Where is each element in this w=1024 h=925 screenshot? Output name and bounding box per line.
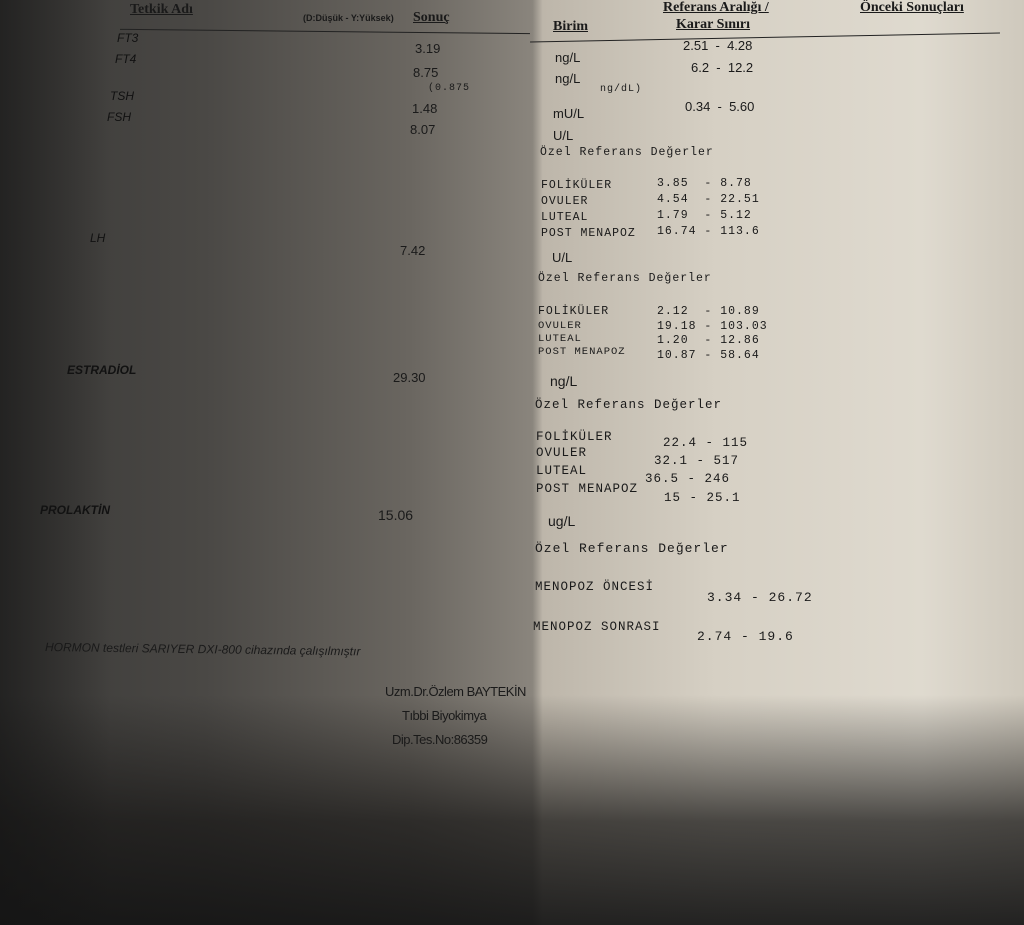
test-result: 8.07 bbox=[410, 122, 436, 137]
test-unit: U/L bbox=[553, 128, 574, 143]
reference-range: 0.34 - 5.60 bbox=[685, 99, 755, 114]
ref-range: 16.74 - 113.6 bbox=[657, 225, 760, 238]
test-name: ESTRADİOL bbox=[67, 363, 137, 377]
test-name: PROLAKTİN bbox=[40, 503, 110, 517]
test-result: 3.19 bbox=[415, 41, 441, 56]
ref-range: 3.85 - 8.78 bbox=[657, 177, 752, 190]
test-name: FT4 bbox=[115, 52, 137, 66]
photo-shadow-left bbox=[0, 0, 110, 925]
special-ref-title: Özel Referans Değerler bbox=[535, 541, 729, 556]
device-note: HORMON testleri SARIYER DXI-800 cihazınd… bbox=[44, 640, 361, 659]
ref-phase: POST MENAPOZ bbox=[538, 346, 626, 358]
ref-phase: POST MENAPOZ bbox=[541, 227, 636, 240]
test-result: 8.75 bbox=[413, 65, 439, 80]
ref-range: 36.5 - 246 bbox=[645, 472, 731, 486]
ref-range: 2.74 - 19.6 bbox=[697, 629, 794, 644]
ref-range: 1.79 - 5.12 bbox=[657, 209, 752, 222]
test-unit: U/L bbox=[552, 250, 573, 265]
ref-phase: OVULER bbox=[541, 195, 589, 208]
ref-range: 4.54 - 22.51 bbox=[657, 193, 760, 206]
ref-phase: MENOPOZ SONRASI bbox=[533, 620, 661, 634]
test-unit: ng/L bbox=[555, 50, 581, 65]
ref-range: 15 - 25.1 bbox=[664, 491, 741, 505]
header-test-name: Tetkik Adı bbox=[130, 2, 193, 17]
header-flag-legend: (D:Düşük - Y:Yüksek) bbox=[303, 13, 394, 23]
test-result: 15.06 bbox=[378, 507, 414, 523]
ref-range: 10.87 - 58.64 bbox=[657, 349, 760, 362]
test-unit: ug/L bbox=[548, 513, 576, 529]
test-name: FSH bbox=[107, 110, 131, 124]
header-rule-left bbox=[120, 28, 530, 35]
signer-name: Uzm.Dr.Özlem BAYTEKİN bbox=[385, 684, 526, 699]
ref-phase: MENOPOZ ÖNCESİ bbox=[535, 580, 655, 594]
ref-phase: LUTEAL bbox=[541, 211, 589, 224]
ref-range: 32.1 - 517 bbox=[654, 454, 740, 468]
reference-range: 2.51 - 4.28 bbox=[683, 38, 753, 53]
special-ref-title: Özel Referans Değerler bbox=[535, 398, 723, 412]
header-result: Sonuç bbox=[413, 10, 450, 25]
ref-phase: FOLİKÜLER bbox=[541, 179, 613, 192]
test-name: FT3 bbox=[117, 31, 139, 45]
ref-range: 2.12 - 10.89 bbox=[657, 305, 760, 318]
signer-diploma: Dip.Tes.No:86359 bbox=[392, 732, 488, 747]
photo-shadow bbox=[0, 695, 1024, 925]
conversion-note: (0.875 bbox=[428, 83, 471, 94]
ref-range: 19.18 - 103.03 bbox=[657, 320, 768, 333]
header-rule-right bbox=[530, 32, 1000, 43]
test-unit: ng/L bbox=[550, 373, 578, 389]
header-unit: Birim bbox=[553, 19, 588, 34]
ref-phase: FOLİKÜLER bbox=[536, 430, 613, 444]
ref-phase: FOLİKÜLER bbox=[538, 305, 610, 318]
test-result: 1.48 bbox=[412, 101, 438, 116]
header-previous: Önceki Sonuçları bbox=[860, 0, 964, 15]
test-unit: mU/L bbox=[553, 106, 585, 121]
test-unit: ng/L bbox=[555, 71, 581, 86]
ref-phase: OVULER bbox=[538, 320, 582, 332]
header-reference-1: Referans Aralığı / bbox=[663, 0, 769, 15]
conversion-note: ng/dL) bbox=[600, 84, 643, 95]
signer-department: Tıbbi Biyokimya bbox=[402, 708, 487, 723]
ref-range: 1.20 - 12.86 bbox=[657, 334, 760, 347]
test-name: LH bbox=[90, 231, 106, 245]
ref-phase: POST MENAPOZ bbox=[536, 482, 639, 496]
ref-range: 22.4 - 115 bbox=[663, 436, 749, 450]
ref-phase: LUTEAL bbox=[538, 333, 582, 345]
test-result: 7.42 bbox=[400, 243, 426, 258]
ref-phase: OVULER bbox=[536, 446, 588, 460]
test-result: 29.30 bbox=[393, 370, 426, 385]
special-ref-title: Özel Referans Değerler bbox=[538, 272, 712, 285]
header-reference-2: Karar Sınırı bbox=[676, 17, 751, 32]
reference-range: 6.2 - 12.2 bbox=[691, 60, 754, 75]
ref-range: 3.34 - 26.72 bbox=[707, 590, 813, 605]
special-ref-title: Özel Referans Değerler bbox=[540, 146, 714, 159]
test-name: TSH bbox=[110, 89, 134, 103]
ref-phase: LUTEAL bbox=[536, 464, 588, 478]
